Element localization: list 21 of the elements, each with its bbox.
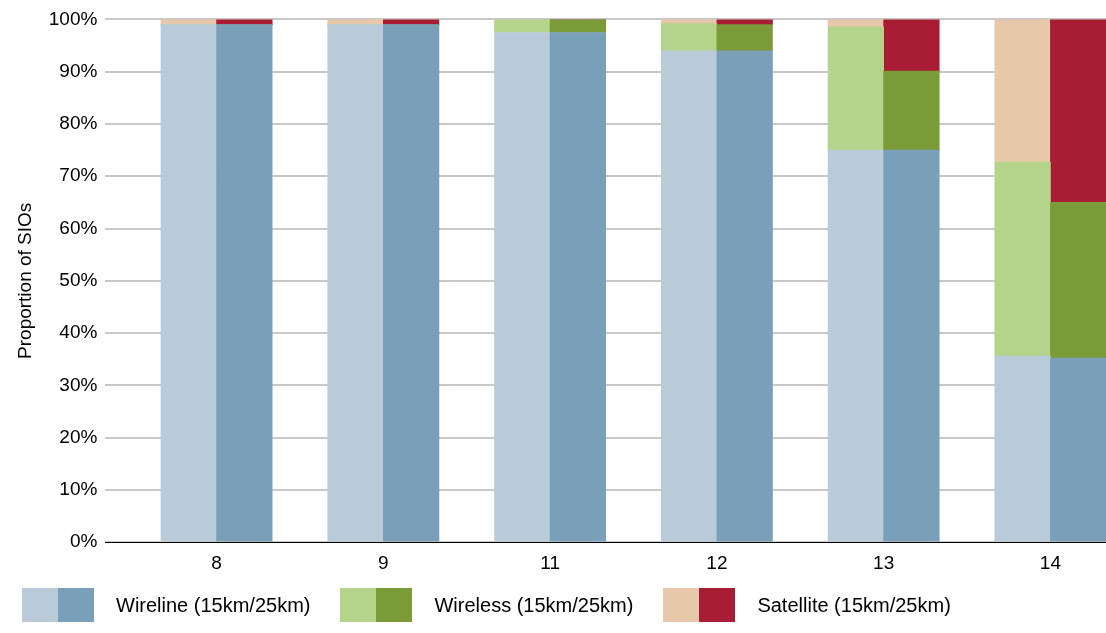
legend-label: Wireless (15km/25km) <box>434 593 634 617</box>
y-axis-title: Proportion of SIOs <box>13 202 35 359</box>
legend-label: Wireline (15km/25km) <box>116 593 311 617</box>
y-tick-label: 0% <box>69 530 98 552</box>
x-tick-label: 12 <box>706 551 728 573</box>
y-tick-label: 70% <box>59 164 98 186</box>
y-tick-label: 10% <box>59 478 98 500</box>
y-tick-label: 80% <box>59 112 98 134</box>
y-tick-label: 30% <box>59 373 98 395</box>
x-tick-label: 13 <box>873 551 895 573</box>
y-tick-label: 40% <box>59 321 98 343</box>
x-tick-label: 8 <box>211 551 222 573</box>
x-tick-label: 9 <box>378 551 389 573</box>
y-tick-label: 90% <box>59 59 98 81</box>
y-tick-label: 20% <box>59 425 98 447</box>
y-tick-label: 50% <box>59 269 98 291</box>
x-tick-label: 14 <box>1039 551 1062 573</box>
y-tick-label: 60% <box>59 216 98 238</box>
y-tick-label: 100% <box>48 7 98 29</box>
x-tick-label: 11 <box>540 551 560 573</box>
legend-label: Satellite (15km/25km) <box>757 593 951 617</box>
